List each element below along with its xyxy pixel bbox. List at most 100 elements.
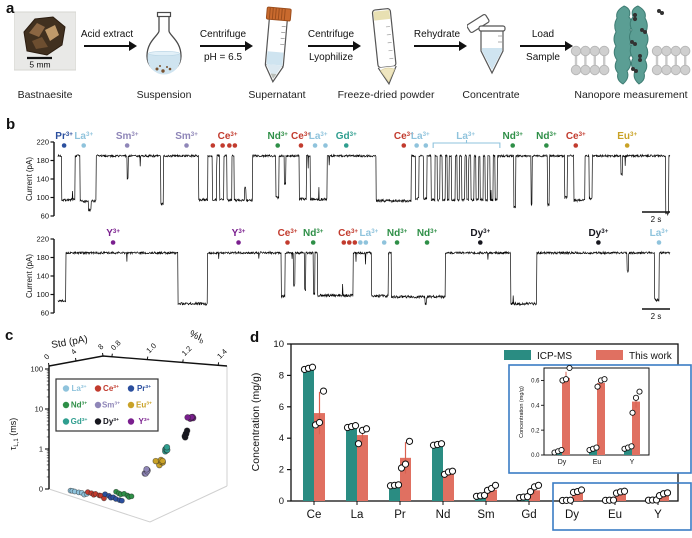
freeze-dried-tube-icon [371,8,397,86]
inset-data-point [593,444,600,451]
ion-label-Dy: Dy3+ [588,228,608,239]
legend-label-icpms: ICP-MS [537,351,572,362]
workflow-step-bastnaesite: 5 mm Bastnaesite [12,4,78,101]
cluster-Ce [84,489,107,502]
event-dot [414,143,419,148]
event-dot [236,240,241,245]
inset-data-point [632,394,640,401]
time-scalebar: 2 s [642,308,670,321]
workflow-row: 5 mm Bastnaesite Acid extract Suspension Ce… [12,4,692,101]
svg-text:1.4: 1.4 [215,347,229,361]
cluster-Eu [152,456,166,469]
svg-text:0: 0 [279,496,284,507]
event-dot [210,143,216,148]
trace-y-axis: 220 180 140 100 60 Current (pA) [25,138,55,221]
event-dot [81,143,87,148]
event-dot [220,143,225,148]
bar-thiswork-Sm [486,489,497,501]
arrow-icon [520,41,573,51]
x-tick-Y: Y [654,509,662,521]
ion-label-La: La3+ [411,131,430,142]
svg-text:100: 100 [36,193,49,202]
arrow-label-top: Rehydrate [413,29,461,40]
panel-c-scatter3d: c 0 1 10 100 τL,1 (ms) 0 4 8 0.8 1.0 1.2 1.4 Std (pA)… [0,326,246,538]
data-point [534,481,543,489]
x-tick-Sm: Sm [477,509,494,521]
inset-data-point [629,409,636,416]
svg-text:220: 220 [36,235,49,244]
bar-icpms-La [346,427,357,501]
event-dot [347,240,352,245]
data-point [526,487,535,496]
current-trace-line [57,153,671,217]
ion-label-Ce: Ce3+ [218,131,238,142]
arrow-icon [200,41,253,51]
data-point [401,460,410,468]
ion-label-Ce: Ce3+ [278,228,298,239]
bar-thiswork-Nd [443,472,454,501]
bar-chart-legend: ICP-MS This work [504,350,673,362]
x-tick-Eu: Eu [608,509,622,521]
event-dot [110,240,116,245]
step-caption: Supernatant [248,89,306,101]
ion-event-labels: Pr3+ La3+ Sm3+ Sm3+ Ce3+ Nd3+ Ce3+La3+ Gd3+ Ce3+… [55,131,637,148]
event-dot [656,240,662,245]
cluster-Y [184,413,197,422]
svg-text:0.6: 0.6 [531,379,540,385]
current-trace-bottom: 220 180 140 100 60 Current (pA) Y3+ Y3+ Ce3+ Nd3+… [25,228,671,321]
x-tick-Nd: Nd [436,509,451,521]
arrow-label-bottom: Sample [526,52,560,63]
ion-label-Y: Y3+ [106,228,120,239]
ion-label-La: La3+ [72,384,87,393]
arrow-label-bottom: Lyophilize [308,52,354,63]
svg-text:0.0: 0.0 [531,453,540,459]
x-tick-La: La [351,509,364,521]
legend-dot-La [62,385,70,392]
svg-text:1.0: 1.0 [144,341,158,355]
svg-text:140: 140 [36,175,49,184]
svg-text:100: 100 [30,365,43,374]
trace-y-axis-label: Current (pA) [25,157,34,201]
legend-dot-Y [127,418,135,425]
ion-label-Gd: Gd3+ [71,417,88,426]
ion-label-Pr: Pr3+ [137,384,151,393]
ion-label-Sm: Sm3+ [116,131,139,142]
photo-scalebar-text: 5 mm [29,60,50,70]
event-dot [596,240,601,245]
data-point [351,422,360,430]
data-point [354,440,363,448]
data-point [577,486,586,494]
ion-label-Nd: Nd3+ [71,400,87,409]
cluster-Gd [162,443,171,455]
svg-text:140: 140 [36,272,49,281]
workflow-arrow: Centrifuge pH = 6.5 [192,4,254,88]
event-dot [310,240,316,245]
event-dot [227,143,232,148]
bar-thiswork-Eu [615,492,626,501]
data-point [663,489,672,497]
current-trace-line [57,250,671,307]
bar-chart-axes: 0 2 4 6 8 10 Concentration (mg/g) Ce La Pr Nd Sm Gd D… [250,339,679,521]
bars-group [300,363,672,505]
ion-label-Ce: Ce3+ [103,384,119,393]
arrow-label-top: Centrifuge [199,29,247,40]
svg-text:8: 8 [279,370,284,381]
arrow-label-top: Acid extract [80,29,134,40]
time-scalebar: 2 s [642,211,670,224]
ion-label-Sm: Sm3+ [175,131,198,142]
event-dot [424,240,430,245]
arrow-label-top: Centrifuge [307,29,355,40]
ion-label-La: La3+ [309,131,328,142]
event-dot [381,240,387,245]
inset-x-tick-Eu: Eu [593,459,602,466]
ion-label-La: La3+ [650,228,669,239]
inset-bar-icpms-Eu [589,448,597,455]
inset-chart: 0.0 0.2 0.4 0.6 Concentration (mg/g) Dy Eu Y [508,364,692,474]
bar-thiswork-Dy [572,491,583,501]
arrow-icon [84,41,137,51]
ion-label-La: La3+ [456,131,475,142]
legend-dot-Nd [62,401,70,409]
arrow-label-bottom: pH = 6.5 [203,52,243,63]
ion-label-Pr: Pr3+ [55,131,73,142]
